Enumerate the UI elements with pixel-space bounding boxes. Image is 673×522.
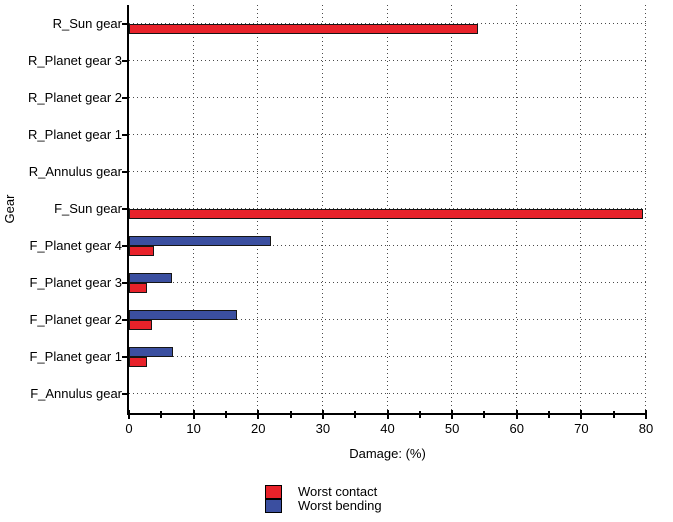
bar-worst-bending (129, 236, 272, 247)
y-gridline (129, 208, 646, 209)
y-gridline (129, 319, 646, 321)
y-category-label: R_Planet gear 3 (28, 52, 122, 68)
x-major-tick (192, 410, 195, 419)
y-category-label: F_Annulus gear (30, 386, 122, 402)
x-tick-label: 70 (574, 421, 589, 436)
x-major-tick (386, 410, 389, 419)
y-tick (122, 319, 127, 322)
legend-label-worst-bending: Worst bending (298, 498, 382, 513)
y-gridline (129, 133, 646, 135)
legend-swatch-worst-bending (265, 499, 282, 513)
y-gridline (129, 282, 646, 284)
y-category-label: F_Planet gear 1 (29, 349, 122, 365)
bar-worst-contact (129, 209, 643, 219)
legend: Worst contact Worst bending (265, 485, 382, 513)
y-tick (122, 208, 127, 210)
y-axis-line (127, 5, 129, 415)
y-tick (122, 393, 127, 396)
y-tick (122, 245, 127, 248)
x-major-tick (128, 410, 130, 419)
x-gridline (645, 5, 646, 413)
y-tick (122, 96, 127, 99)
y-category-label: F_Planet gear 3 (29, 275, 122, 291)
y-category-label: F_Sun gear (54, 201, 122, 216)
x-major-tick (580, 410, 583, 419)
bar-worst-contact (129, 357, 148, 368)
x-tick-label: 40 (380, 421, 395, 436)
y-category-label: R_Sun gear (52, 15, 122, 31)
x-minor-tick (354, 411, 357, 418)
x-tick-label: 50 (444, 421, 460, 436)
y-category-label: R_Planet gear 1 (28, 126, 122, 142)
x-minor-tick (289, 411, 292, 418)
bar-worst-contact (129, 246, 154, 257)
y-category-label: R_Annulus gear (28, 163, 122, 179)
x-major-tick (321, 410, 324, 419)
x-tick-label: 0 (125, 421, 133, 436)
x-tick-label: 30 (315, 421, 331, 436)
x-minor-tick (612, 411, 615, 418)
bar-worst-contact (129, 23, 478, 34)
x-minor-tick (224, 411, 227, 418)
bar-worst-bending (129, 347, 173, 358)
x-axis-title: Damage: (%) (349, 446, 426, 461)
x-tick-label: 10 (186, 421, 201, 436)
bar-worst-contact (129, 320, 152, 331)
y-tick (122, 356, 127, 359)
x-tick-label: 60 (509, 421, 524, 436)
y-gridline (129, 59, 646, 61)
y-gridline (129, 245, 646, 247)
y-gridline (129, 356, 646, 358)
y-gridline (129, 393, 646, 395)
legend-swatch-worst-contact (265, 485, 282, 499)
y-gridline (129, 170, 646, 172)
y-category-label: F_Planet gear 4 (29, 238, 122, 254)
x-major-tick (645, 410, 647, 419)
x-tick-label: 80 (638, 421, 654, 436)
x-major-tick (515, 410, 518, 419)
x-minor-tick (418, 411, 421, 418)
bar-worst-contact (129, 283, 148, 294)
bar-worst-bending (129, 273, 172, 284)
legend-label-worst-contact: Worst contact (298, 484, 378, 499)
x-minor-tick (160, 411, 163, 418)
x-major-tick (451, 410, 454, 419)
y-category-label: F_Planet gear 2 (29, 312, 122, 328)
x-minor-tick (483, 411, 486, 418)
legend-entry-worst-contact: Worst contact (265, 485, 382, 499)
legend-entry-worst-bending: Worst bending (265, 499, 382, 513)
y-category-label: R_Planet gear 2 (28, 89, 122, 105)
y-tick (122, 22, 127, 25)
y-gridline (129, 22, 646, 24)
y-tick (122, 282, 127, 285)
y-gridline (129, 96, 646, 98)
y-tick (122, 133, 127, 136)
x-tick-label: 20 (251, 421, 266, 436)
x-minor-tick (548, 411, 551, 418)
bar-worst-bending (129, 310, 237, 321)
x-major-tick (257, 410, 260, 419)
y-tick (122, 59, 127, 62)
y-tick (122, 170, 127, 173)
